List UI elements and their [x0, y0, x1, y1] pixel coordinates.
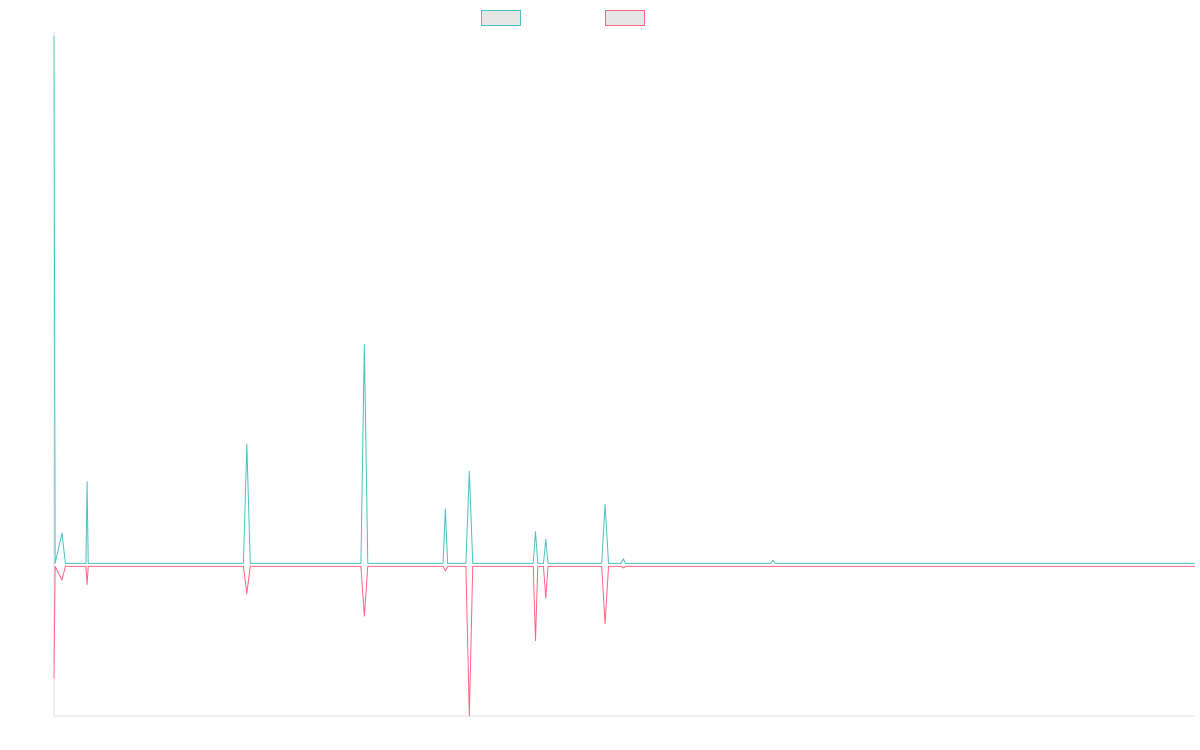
legend-swatch-1[interactable]	[481, 10, 521, 26]
plot-area	[53, 35, 1195, 717]
legend-swatch-2[interactable]	[605, 10, 645, 26]
axes	[53, 32, 1195, 717]
series-line-1	[53, 35, 1195, 564]
series-line-2	[53, 565, 1195, 717]
legend	[481, 10, 645, 26]
